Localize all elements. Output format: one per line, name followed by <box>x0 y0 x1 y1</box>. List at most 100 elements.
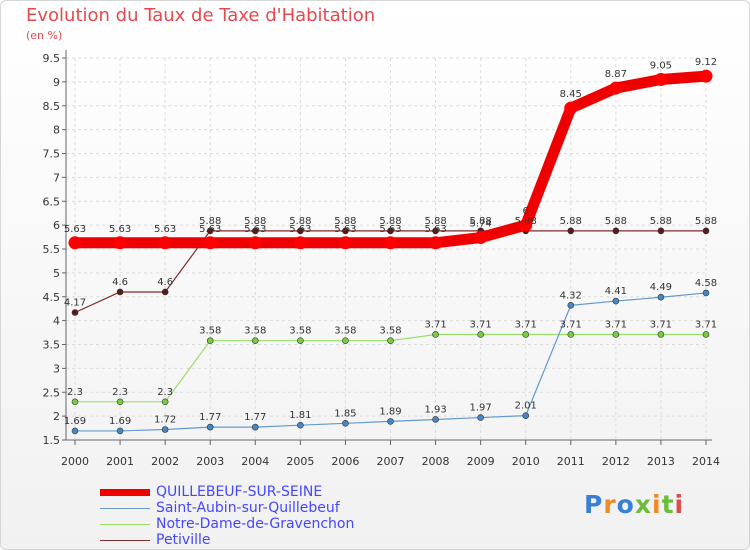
data-point <box>293 236 307 250</box>
y-tick-label: 8.5 <box>43 100 61 113</box>
data-point <box>71 427 79 435</box>
data-point <box>251 337 259 344</box>
data-label: 5.88 <box>470 216 492 227</box>
data-label: 9.12 <box>695 57 717 68</box>
data-label: 4.49 <box>650 282 672 293</box>
data-label: 6 <box>523 206 529 217</box>
data-point <box>248 236 262 250</box>
data-label: 3.71 <box>560 319 582 330</box>
data-point <box>68 236 82 250</box>
legend-label: Notre-Dame-de-Gravenchon <box>156 516 355 532</box>
data-point <box>522 331 530 338</box>
x-tick-label: 2003 <box>196 455 224 468</box>
data-label: 9.05 <box>650 60 672 71</box>
data-label: 5.88 <box>695 216 717 227</box>
y-tick-label: 2 <box>53 410 60 423</box>
data-point <box>477 414 484 421</box>
data-label: 3.58 <box>244 326 266 337</box>
axis-layer: 1.5 2 2.5 3 3.5 4 4.5 5 5.5 6 6.5 7 7.5 8 8.5 9 9.5 2000 2… <box>43 50 720 468</box>
x-tick-label: 2009 <box>467 455 495 468</box>
data-point <box>387 418 394 425</box>
data-label: 5.88 <box>515 216 537 227</box>
data-label: 3.58 <box>334 326 356 337</box>
legend-swatch <box>100 523 150 525</box>
y-tick-label: 2.5 <box>43 386 61 399</box>
data-point <box>384 236 397 250</box>
data-label: 3.58 <box>289 326 311 337</box>
data-point <box>387 337 394 344</box>
data-label: 1.77 <box>244 412 266 423</box>
data-point <box>567 331 575 338</box>
data-label: 4.41 <box>605 286 627 297</box>
data-label: 5.88 <box>424 216 446 227</box>
data-point <box>161 288 169 296</box>
data-point <box>161 426 169 433</box>
data-point <box>116 398 124 406</box>
data-label: 2.01 <box>515 401 537 412</box>
data-point <box>342 227 349 235</box>
data-label: 2.3 <box>112 387 128 398</box>
data-label: 5.63 <box>424 224 446 235</box>
chart-subtitle: (en %) <box>26 29 63 42</box>
data-label: 3.71 <box>695 319 717 330</box>
data-point <box>113 236 127 250</box>
data-point <box>609 81 623 95</box>
data-label: 1.72 <box>154 414 176 425</box>
legend-swatch <box>100 488 150 496</box>
data-point <box>564 101 578 115</box>
data-label: 8.87 <box>605 69 627 80</box>
x-tick-label: 2001 <box>106 455 134 468</box>
data-point <box>297 337 304 344</box>
data-label: 3.71 <box>605 319 627 330</box>
data-point <box>702 227 710 235</box>
data-label: 5.63 <box>334 224 356 235</box>
y-tick-label: 4.5 <box>43 291 61 304</box>
x-tick-label: 2014 <box>692 455 720 468</box>
x-tick-label: 2008 <box>422 455 450 468</box>
data-label: 1.81 <box>289 410 311 421</box>
data-label: 3.58 <box>199 326 221 337</box>
x-tick-label: 2005 <box>286 455 314 468</box>
data-label: 4.58 <box>695 278 717 289</box>
data-point <box>699 69 713 83</box>
y-tick-label: 5.5 <box>43 243 61 256</box>
data-label: 5.63 <box>64 224 86 235</box>
y-tick-label: 9.5 <box>43 52 61 65</box>
x-tick-label: 2006 <box>331 455 359 468</box>
data-point <box>161 398 169 406</box>
data-point <box>342 337 349 344</box>
data-point <box>657 331 665 338</box>
data-point <box>567 302 575 309</box>
data-label: 5.88 <box>244 216 266 227</box>
line-chart: 1.5 2 2.5 3 3.5 4 4.5 5 5.5 6 6.5 7 7.5 8 8.5 9 9.5 2000 2… <box>43 50 720 468</box>
y-tick-label: 9 <box>53 76 60 89</box>
data-label: 4.32 <box>560 290 582 301</box>
data-point <box>71 398 79 406</box>
data-point <box>657 293 665 301</box>
data-label: 5.63 <box>289 224 311 235</box>
data-label: 4.6 <box>112 277 128 288</box>
data-point <box>432 227 439 235</box>
data-point <box>654 72 668 86</box>
data-label: 5.63 <box>109 224 131 235</box>
data-label: 5.63 <box>154 224 176 235</box>
data-point <box>474 231 488 245</box>
data-point <box>702 331 710 338</box>
series-layer <box>68 69 713 435</box>
logo-letter: i <box>674 490 685 519</box>
y-tick-label: 6 <box>53 219 60 232</box>
data-label: 3.71 <box>424 319 446 330</box>
logo-letter: i <box>652 490 662 519</box>
y-tick-label: 7.5 <box>43 148 61 161</box>
data-point <box>206 227 214 235</box>
data-point <box>432 331 439 338</box>
grid-layer <box>66 57 707 441</box>
data-label: 5.74 <box>470 219 492 230</box>
data-label: 5.63 <box>199 224 221 235</box>
data-point <box>612 297 620 305</box>
y-tick-label: 4 <box>53 315 60 328</box>
data-label: 4.6 <box>157 277 173 288</box>
data-point <box>387 227 394 235</box>
legend-label: Saint-Aubin-sur-Quillebeuf <box>156 500 340 516</box>
legend-swatch <box>100 539 150 541</box>
